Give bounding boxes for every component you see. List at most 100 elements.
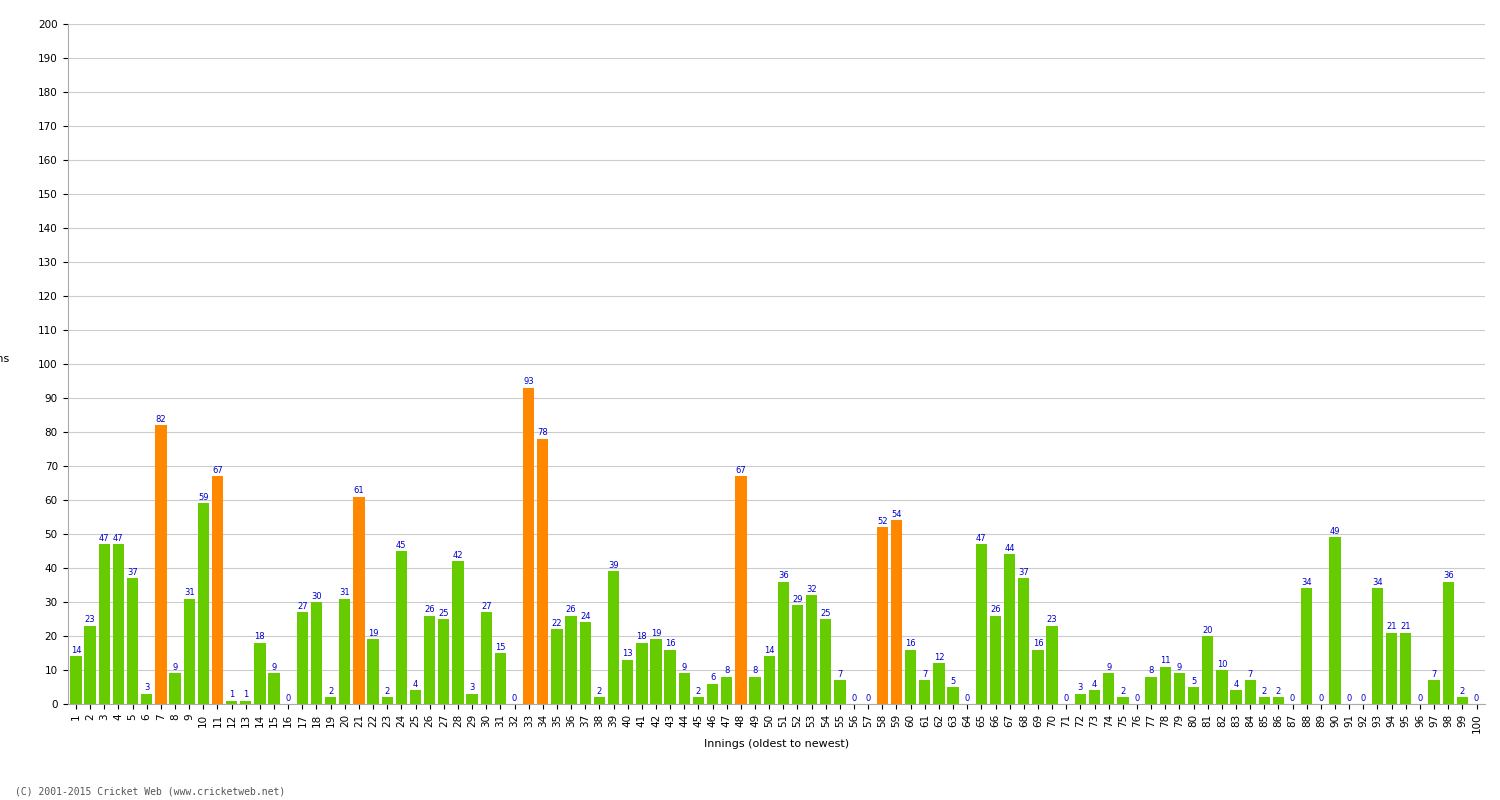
Bar [1102,674,1114,704]
Text: 2: 2 [1276,687,1281,696]
Bar [537,438,549,704]
Bar [128,578,138,704]
Text: 19: 19 [368,629,378,638]
Text: 8: 8 [753,666,758,675]
Bar [183,598,195,704]
Text: 54: 54 [891,510,902,519]
Text: 21: 21 [1386,622,1396,631]
Text: 44: 44 [1005,544,1016,553]
Text: 3: 3 [470,683,476,693]
Text: 7: 7 [1431,670,1437,679]
Text: 93: 93 [524,378,534,386]
Bar [254,643,266,704]
Bar [326,697,336,704]
Text: 2: 2 [1460,687,1466,696]
Bar [1245,680,1256,704]
Text: 67: 67 [735,466,747,475]
Text: 67: 67 [211,466,223,475]
Bar [722,677,732,704]
Text: (C) 2001-2015 Cricket Web (www.cricketweb.net): (C) 2001-2015 Cricket Web (www.cricketwe… [15,786,285,796]
Text: 9: 9 [1178,663,1182,672]
Bar [579,622,591,704]
Text: 22: 22 [552,619,562,628]
Bar [211,476,223,704]
Bar [1258,697,1270,704]
Text: 7: 7 [922,670,927,679]
Bar [453,562,464,704]
Bar [891,520,902,704]
Bar [99,544,109,704]
Text: 5: 5 [1191,677,1196,686]
Text: 15: 15 [495,642,506,652]
Text: 45: 45 [396,541,406,550]
Bar [552,629,562,704]
Text: 29: 29 [792,595,802,604]
Text: 39: 39 [609,561,619,570]
Bar [821,619,831,704]
Text: 25: 25 [821,609,831,618]
Bar [310,602,322,704]
Text: 0: 0 [512,694,518,702]
Text: 2: 2 [1262,687,1268,696]
Y-axis label: Runs: Runs [0,354,10,364]
Text: 0: 0 [1360,694,1366,702]
Bar [1202,636,1214,704]
Text: 18: 18 [255,633,266,642]
Bar [297,612,307,704]
Bar [904,650,916,704]
Text: 11: 11 [1160,656,1170,666]
Bar [240,701,252,704]
Text: 20: 20 [1203,626,1214,634]
Bar [1188,687,1198,704]
Bar [735,476,747,704]
Bar [495,653,506,704]
Text: 61: 61 [354,486,364,495]
Text: 26: 26 [566,606,576,614]
Text: 36: 36 [1443,571,1454,580]
Bar [170,674,180,704]
Text: 18: 18 [636,633,646,642]
Bar [141,694,153,704]
Text: 16: 16 [1032,639,1044,648]
Text: 0: 0 [865,694,871,702]
Text: 34: 34 [1302,578,1312,587]
Bar [651,639,662,704]
Bar [693,697,703,704]
Text: 7: 7 [837,670,843,679]
Bar [948,687,958,704]
Bar [1400,633,1411,704]
Bar [566,616,578,704]
Bar [466,694,478,704]
Bar [396,551,406,704]
Text: 30: 30 [310,592,322,601]
Text: 36: 36 [778,571,789,580]
Text: 4: 4 [1233,680,1239,689]
Text: 10: 10 [1216,660,1227,669]
Text: 78: 78 [537,429,548,438]
Bar [226,701,237,704]
Text: 16: 16 [906,639,916,648]
Text: 26: 26 [990,606,1000,614]
Text: 25: 25 [438,609,448,618]
Text: 37: 37 [1019,568,1029,577]
Bar [1160,666,1172,704]
Text: 5: 5 [951,677,956,686]
Text: 0: 0 [964,694,970,702]
Bar [706,683,718,704]
Bar [354,497,364,704]
Text: 3: 3 [144,683,150,693]
Text: 19: 19 [651,629,662,638]
Bar [1443,582,1454,704]
Bar [410,690,422,704]
Bar [876,527,888,704]
Text: 0: 0 [1474,694,1479,702]
Text: 9: 9 [1106,663,1112,672]
Bar [933,663,945,704]
Bar [1300,589,1312,704]
Bar [1032,650,1044,704]
Bar [1118,697,1128,704]
Bar [268,674,279,704]
Bar [112,544,125,704]
Bar [636,643,648,704]
Bar [198,503,208,704]
